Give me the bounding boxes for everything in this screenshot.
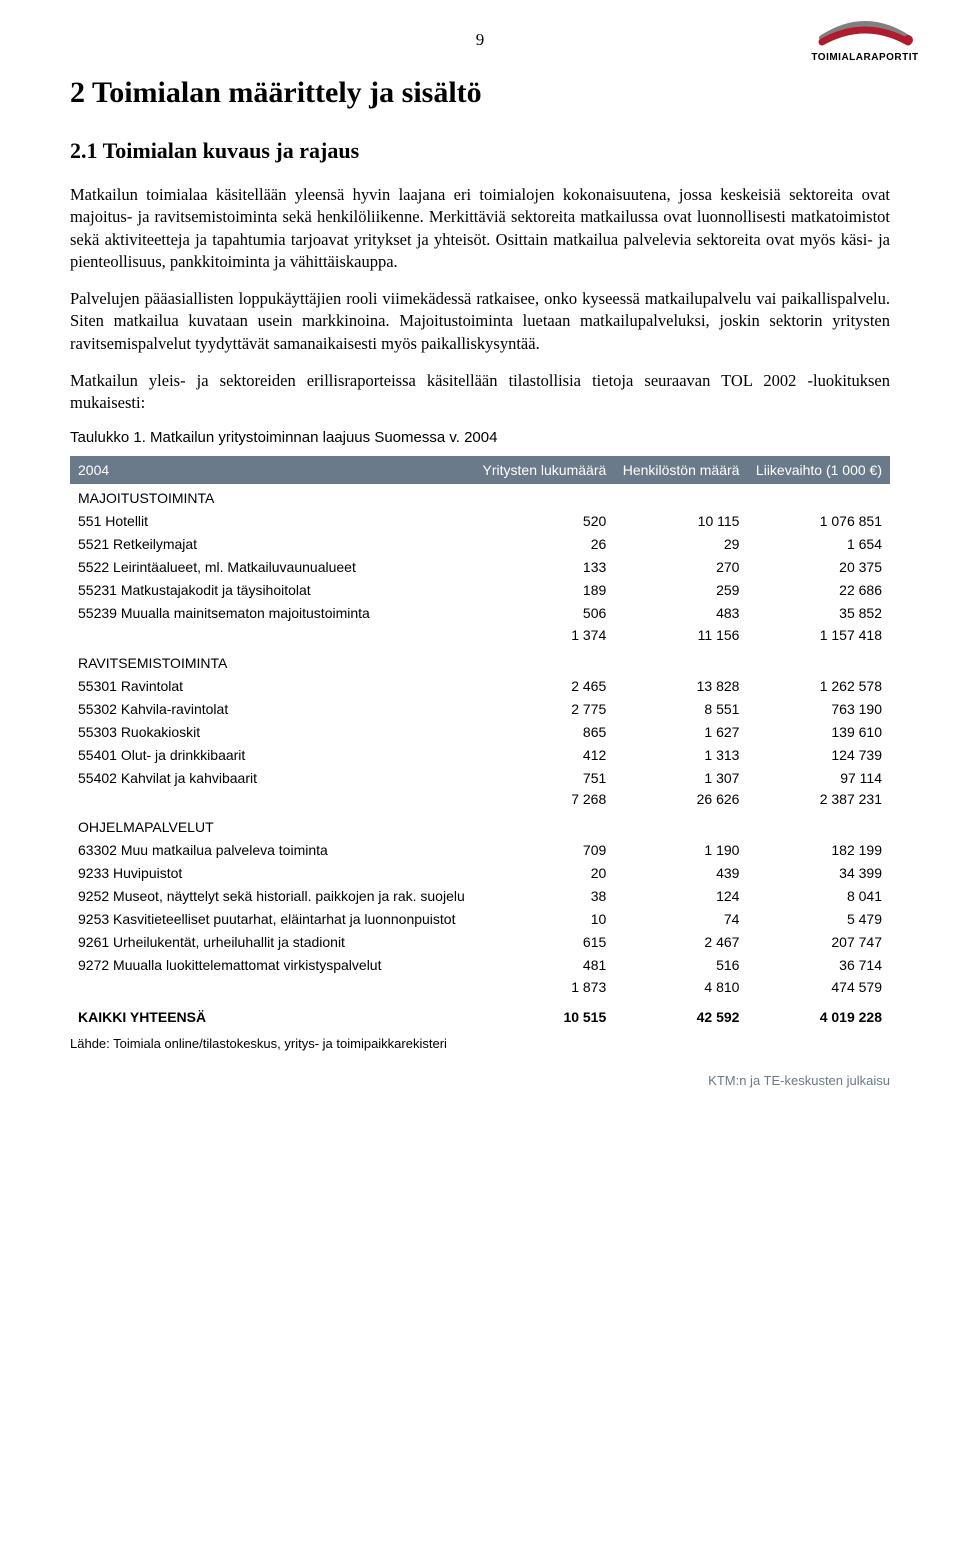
table-header-row: 2004 Yritysten lukumäärä Henkilöstön mää… [70, 456, 890, 484]
logo-arc-icon [810, 16, 920, 50]
table-row: 9261 Urheilukentät, urheiluhallit ja sta… [70, 931, 890, 954]
paragraph-2: Palvelujen pääasiallisten loppukäyttäjie… [70, 288, 890, 355]
subsection-title: 2.1 Toimialan kuvaus ja rajaus [70, 138, 890, 164]
table-caption: Taulukko 1. Matkailun yritystoiminnan la… [70, 429, 890, 446]
table-row: 9233 Huvipuistot2043934 399 [70, 862, 890, 885]
table-row: 9272 Muualla luokittelemattomat virkisty… [70, 954, 890, 977]
table-section-header: OHJELMAPALVELUT [70, 813, 890, 839]
table-subtotal-row: 1 8734 810474 579 [70, 977, 890, 1001]
col-header-1: Yritysten lukumäärä [474, 456, 614, 484]
table-row: 551 Hotellit52010 1151 076 851 [70, 510, 890, 533]
table-source: Lähde: Toimiala online/tilastokeskus, yr… [70, 1036, 890, 1051]
page-footer: KTM:n ja TE-keskusten julkaisu [70, 1073, 890, 1088]
table-row: 55239 Muualla mainitsematon majoitustoim… [70, 602, 890, 625]
table-section-header: RAVITSEMISTOIMINTA [70, 649, 890, 675]
logo-text: TOIMIALARAPORTIT [810, 52, 920, 63]
brand-logo: TOIMIALARAPORTIT [810, 16, 920, 63]
table-row: 55401 Olut- ja drinkkibaarit4121 313124 … [70, 743, 890, 766]
table-section-header: MAJOITUSTOIMINTA [70, 484, 890, 510]
data-table: 2004 Yritysten lukumäärä Henkilöstön mää… [70, 456, 890, 1028]
table-row: 55231 Matkustajakodit ja täysihoitolat18… [70, 579, 890, 602]
table-row: 5521 Retkeilymajat26291 654 [70, 533, 890, 556]
col-header-3: Liikevaihto (1 000 €) [747, 456, 890, 484]
table-row: 63302 Muu matkailua palveleva toiminta70… [70, 839, 890, 862]
table-total-row: KAIKKI YHTEENSÄ10 51542 5924 019 228 [70, 1001, 890, 1029]
table-row: 55402 Kahvilat ja kahvibaarit7511 30797 … [70, 766, 890, 789]
table-row: 55302 Kahvila-ravintolat2 7758 551763 19… [70, 697, 890, 720]
table-row: 5522 Leirintäalueet, ml. Matkailuvaunual… [70, 556, 890, 579]
col-header-2: Henkilöstön määrä [614, 456, 747, 484]
table-row: 9253 Kasvitieteelliset puutarhat, eläint… [70, 908, 890, 931]
table-row: 55301 Ravintolat2 46513 8281 262 578 [70, 674, 890, 697]
paragraph-1: Matkailun toimialaa käsitellään yleensä … [70, 184, 890, 273]
page-number: 9 [70, 30, 890, 50]
paragraph-3: Matkailun yleis- ja sektoreiden erillisr… [70, 370, 890, 415]
table-subtotal-row: 7 26826 6262 387 231 [70, 789, 890, 813]
table-row: 55303 Ruokakioskit8651 627139 610 [70, 720, 890, 743]
col-year: 2004 [70, 456, 474, 484]
table-subtotal-row: 1 37411 1561 157 418 [70, 625, 890, 649]
table-row: 9252 Museot, näyttelyt sekä historiall. … [70, 885, 890, 908]
section-title: 2 Toimialan määrittely ja sisältö [70, 76, 890, 110]
